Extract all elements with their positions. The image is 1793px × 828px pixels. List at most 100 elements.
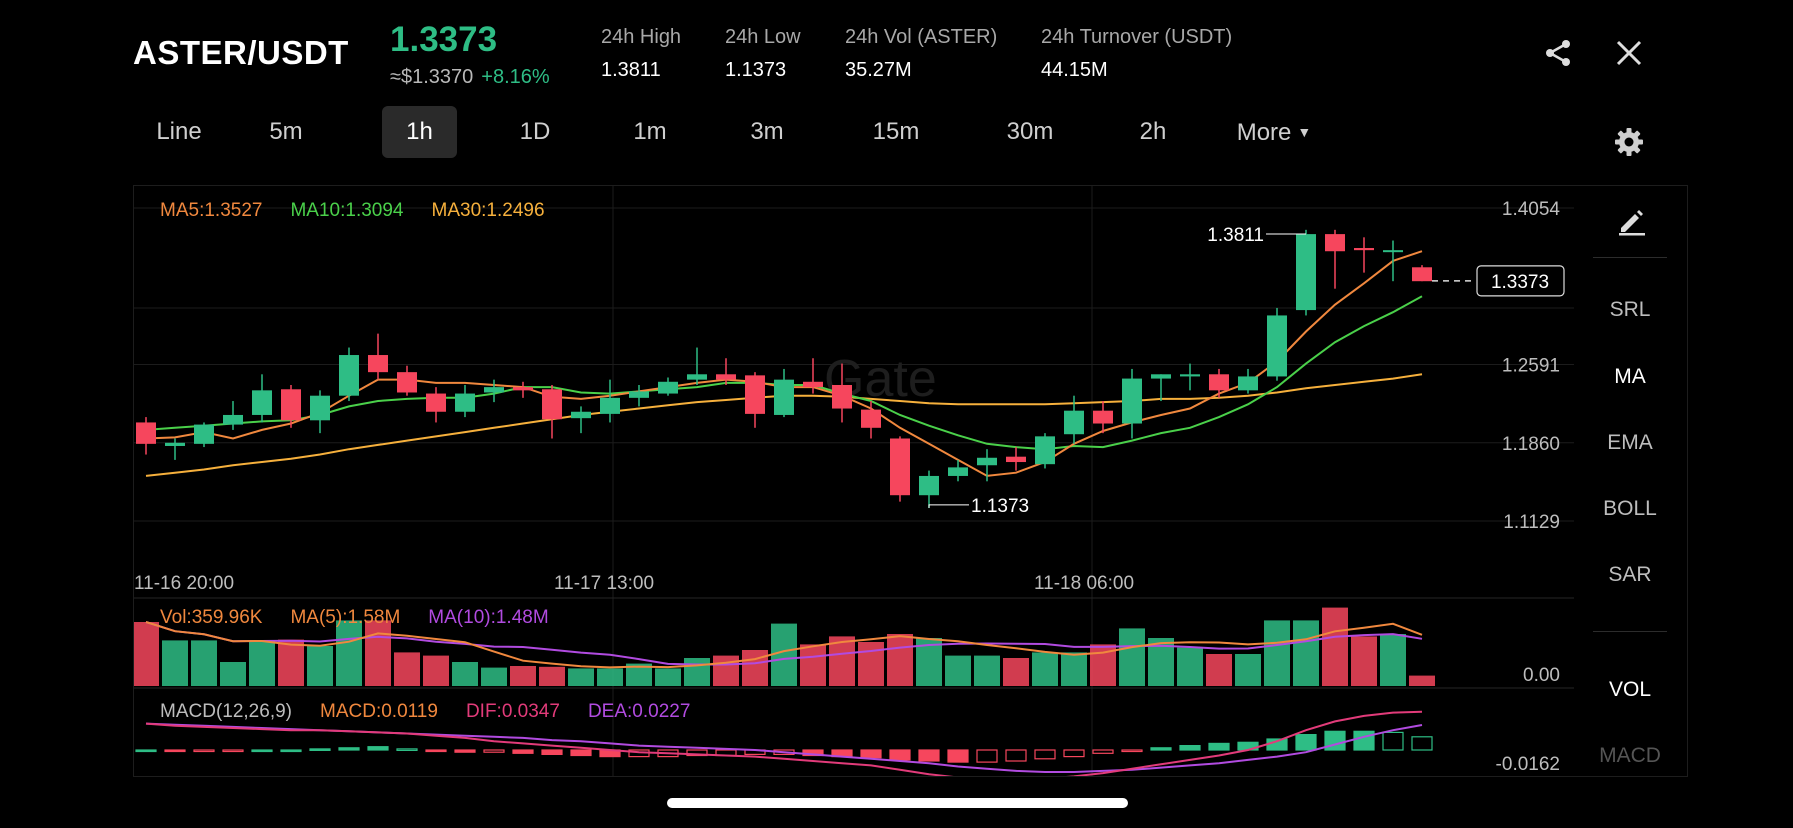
macd-histogram-bar: [1034, 749, 1056, 760]
volume-bar: [800, 644, 826, 686]
volume-bar: [1003, 658, 1029, 686]
macd-histogram-bar: [1295, 733, 1317, 751]
indicator-macd[interactable]: MACD: [1599, 744, 1661, 767]
volume-bar: [1032, 652, 1058, 686]
candle: [658, 381, 678, 394]
tab-5m[interactable]: 5m: [269, 118, 303, 145]
tab-1h[interactable]: 1h: [382, 106, 457, 158]
candle: [687, 374, 707, 380]
volume-bar: [1293, 620, 1319, 686]
macd-histogram-bar: [1411, 736, 1433, 751]
candle: [948, 467, 968, 476]
pencil-icon[interactable]: [1617, 206, 1647, 241]
volume-bar: [945, 655, 971, 686]
volume-bar: [278, 639, 304, 686]
volume-bar: [771, 623, 797, 686]
indicator-boll[interactable]: BOLL: [1603, 497, 1657, 520]
volume-ma5-line: [145, 621, 1423, 669]
macd-histogram-bar: [251, 749, 273, 753]
time-axis-label: 11-17 13:00: [554, 573, 654, 594]
stat-value: 1.3811: [601, 59, 661, 81]
volume-bar: [858, 642, 884, 686]
gear-icon[interactable]: [1614, 127, 1644, 162]
tab-more[interactable]: More ▼: [1219, 106, 1329, 158]
macd-dif-line: [145, 710, 1423, 781]
indicator-toolbar: SRL MA EMA BOLL SAR VOL MACD: [1589, 185, 1671, 775]
time-axis-label: 11-16 20:00: [134, 573, 234, 594]
price-axis-label: 1.2591: [1502, 356, 1560, 377]
price-change: +8.16%: [481, 66, 550, 88]
volume-bar: [1119, 628, 1145, 686]
macd-legend-macd: MACD:0.0119: [320, 701, 438, 722]
toolbar-divider: [1593, 631, 1667, 632]
macd-histogram-bar: [1179, 744, 1201, 751]
pair-title: ASTER/USDT: [133, 34, 349, 71]
macd-histogram-bar: [918, 749, 940, 762]
stat-value: 44.15M: [1041, 59, 1108, 81]
indicator-ma[interactable]: MA: [1614, 365, 1646, 388]
tab-2h[interactable]: 2h: [1139, 118, 1167, 145]
volume-bar: [568, 668, 594, 686]
tab-1m[interactable]: 1m: [633, 118, 667, 145]
candle: [629, 391, 649, 398]
stat-label: 24h High: [601, 26, 682, 48]
tab-1d[interactable]: 1D: [519, 118, 551, 145]
candle: [1267, 315, 1287, 377]
indicator-vol[interactable]: VOL: [1608, 678, 1652, 701]
candle: [252, 390, 272, 415]
candle: [281, 389, 301, 421]
tab-3m[interactable]: 3m: [750, 118, 784, 145]
macd-histogram-bar: [280, 749, 302, 753]
candle: [426, 393, 446, 412]
candle: [165, 442, 185, 446]
volume-bar: [539, 666, 565, 686]
indicator-sar[interactable]: SAR: [1608, 563, 1652, 586]
volume-bar: [626, 663, 652, 686]
volume-bar: [1380, 634, 1406, 686]
home-indicator[interactable]: [667, 798, 1128, 808]
macd-histogram-bar: [1063, 749, 1085, 758]
macd-histogram-bar: [193, 749, 215, 753]
macd-histogram-bar: [686, 749, 708, 757]
volume-bar: [191, 640, 217, 686]
share-icon[interactable]: [1543, 38, 1573, 73]
candle: [194, 424, 214, 444]
volume-bar: [1177, 647, 1203, 686]
volume-bar: [481, 667, 507, 686]
candle: [716, 374, 736, 380]
volume-axis-label: 0.00: [1523, 665, 1560, 686]
volume-legend-vol: Vol:359.96K: [160, 607, 263, 628]
volume-bar: [1235, 654, 1261, 686]
volume-bar: [655, 668, 681, 686]
caret-down-icon: ▼: [1297, 124, 1312, 140]
ma5-line: [145, 250, 1423, 477]
candle: [919, 475, 939, 496]
stat-value: 35.27M: [845, 59, 912, 81]
candle: [977, 457, 997, 466]
macd-histogram-bar: [309, 748, 331, 752]
indicator-ema[interactable]: EMA: [1607, 431, 1653, 454]
candle: [1325, 234, 1345, 252]
macd-histogram-bar: [976, 749, 998, 763]
stat-label: 24h Low: [725, 26, 801, 48]
tab-15m[interactable]: 15m: [872, 118, 920, 145]
candle: [1383, 250, 1403, 253]
candle: [1180, 374, 1200, 377]
current-price-label: 1.3373: [1491, 272, 1549, 293]
candle: [368, 355, 388, 373]
chart-panel[interactable]: Gate 1.3811 1.1373 1.4054 1.2591 1.1860 1.1129…: [133, 185, 1688, 781]
volume-bar: [1206, 654, 1232, 686]
volume-bar: [307, 646, 333, 686]
indicator-srl[interactable]: SRL: [1609, 298, 1651, 321]
macd-histogram-bar: [367, 746, 389, 751]
candle: [1354, 248, 1374, 251]
tab-30m[interactable]: 30m: [1006, 118, 1054, 145]
macd-histogram-bar: [338, 747, 360, 751]
candle: [571, 411, 591, 419]
kline-chart[interactable]: Gate1.38111.13731.40541.25911.18601.1129…: [133, 186, 1574, 781]
ma-legend-ma30: MA30:1.2496: [432, 200, 545, 221]
last-price: 1.3373: [390, 20, 498, 59]
close-icon[interactable]: [1615, 39, 1643, 72]
macd-histogram-bar: [947, 749, 969, 763]
tab-line[interactable]: Line: [156, 118, 202, 145]
